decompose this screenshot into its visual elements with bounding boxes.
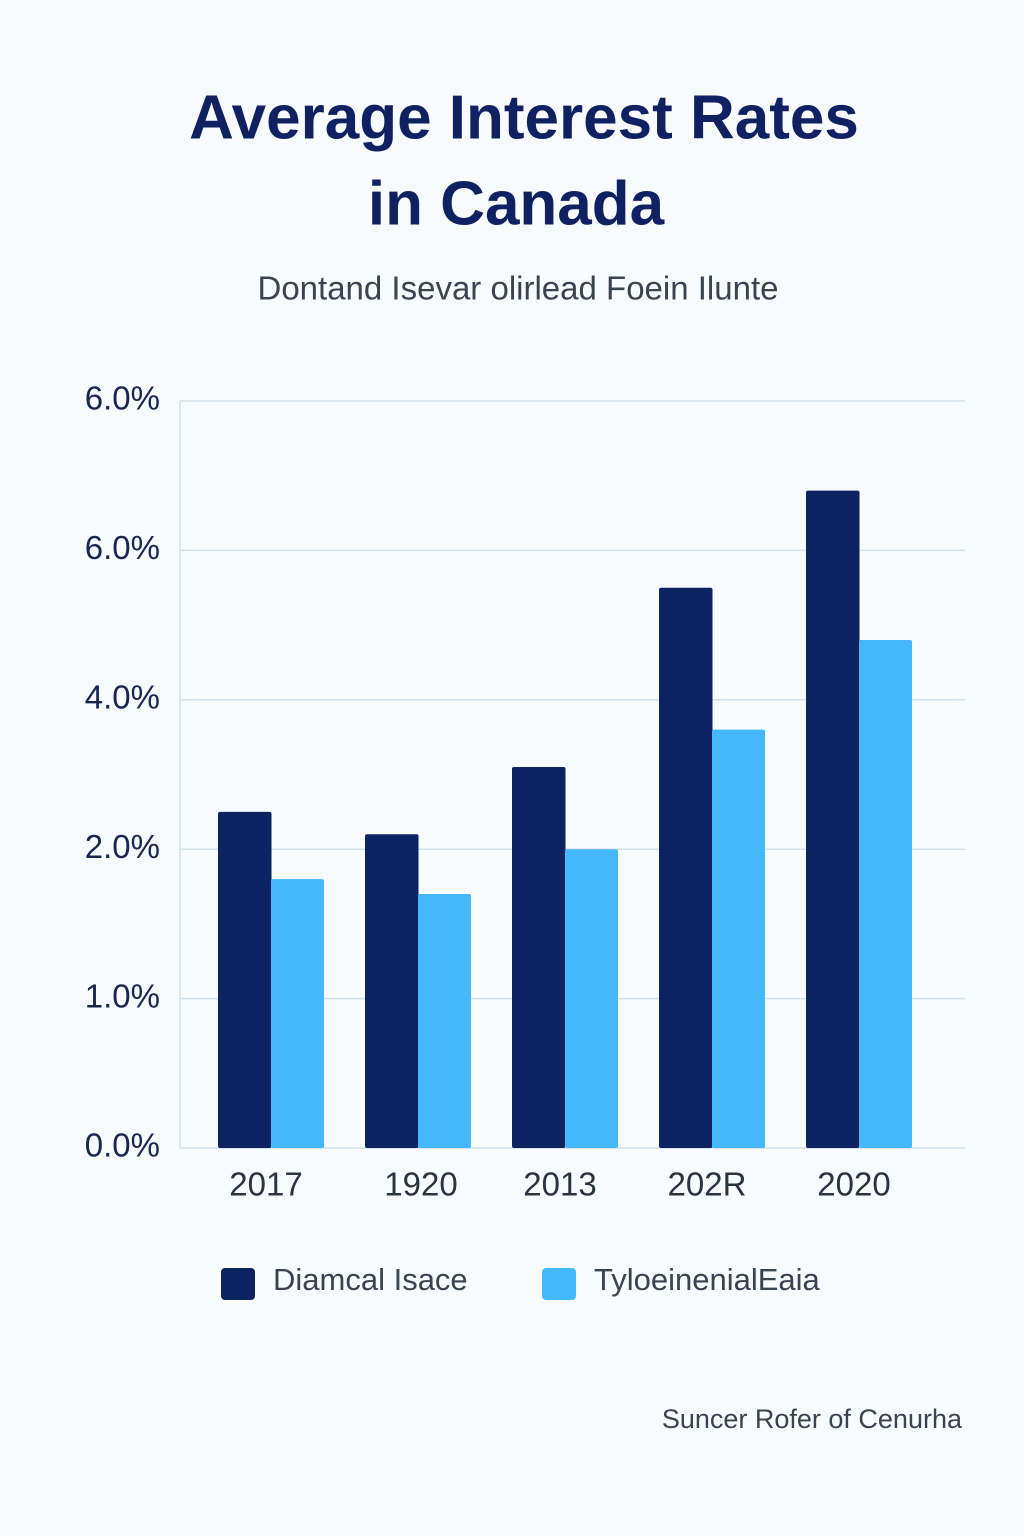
y-tick-label: 6.0%	[85, 529, 160, 566]
bar	[712, 729, 765, 1148]
legend-swatch	[542, 1268, 576, 1300]
y-tick-label: 6.0%	[85, 380, 160, 417]
y-tick-label: 0.0%	[85, 1127, 160, 1164]
bar	[271, 879, 324, 1148]
y-tick-label: 4.0%	[85, 679, 160, 716]
bar	[859, 640, 912, 1148]
x-tick-label: 2013	[523, 1166, 596, 1203]
x-tick-label: 202R	[668, 1166, 747, 1203]
bar	[418, 894, 471, 1148]
legend-label: TyloeinenialEaia	[594, 1262, 821, 1297]
chart-title: in Canada	[368, 169, 665, 238]
legend-swatch	[221, 1268, 255, 1300]
y-tick-label: 2.0%	[85, 828, 160, 865]
bar	[365, 834, 419, 1148]
bar	[512, 767, 566, 1148]
bar	[659, 587, 713, 1148]
x-tick-label: 2020	[817, 1166, 890, 1203]
legend-label: Diamcal Isace	[273, 1262, 468, 1297]
chart-subtitle: Dontand Isevar olirlead Foein Ilunte	[258, 270, 779, 307]
chart-title: Average Interest Rates	[189, 83, 859, 152]
x-tick-label: 1920	[384, 1166, 457, 1203]
bar	[806, 490, 860, 1148]
bar	[218, 811, 272, 1148]
x-tick-label: 2017	[229, 1166, 302, 1203]
bar	[565, 849, 618, 1148]
y-tick-label: 1.0%	[85, 977, 160, 1014]
source-note: Suncer Rofer of Cenurha	[662, 1404, 963, 1434]
